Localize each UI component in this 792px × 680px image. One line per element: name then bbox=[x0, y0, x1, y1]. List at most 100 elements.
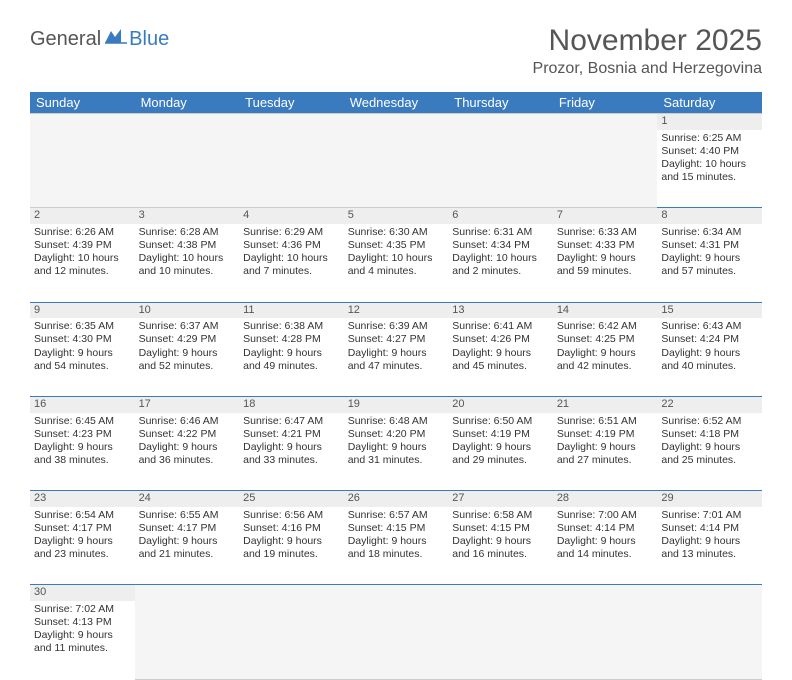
location-subtitle: Prozor, Bosnia and Herzegovina bbox=[533, 60, 762, 78]
sunrise-text: Sunrise: 6:56 AM bbox=[243, 509, 340, 522]
sunset-text: Sunset: 4:24 PM bbox=[661, 333, 758, 346]
day-number: 4 bbox=[239, 208, 344, 224]
sunset-text: Sunset: 4:19 PM bbox=[452, 428, 549, 441]
empty-cell bbox=[135, 601, 240, 679]
empty-cell bbox=[448, 585, 553, 601]
daylight-text: Daylight: 9 hours and 54 minutes. bbox=[34, 347, 131, 373]
empty-cell bbox=[657, 585, 762, 601]
sunrise-text: Sunrise: 6:33 AM bbox=[557, 226, 654, 239]
daylight-text: Daylight: 9 hours and 38 minutes. bbox=[34, 441, 131, 467]
sunset-text: Sunset: 4:29 PM bbox=[139, 333, 236, 346]
sunrise-text: Sunrise: 6:52 AM bbox=[661, 415, 758, 428]
sunrise-text: Sunrise: 6:45 AM bbox=[34, 415, 131, 428]
sunrise-text: Sunrise: 6:25 AM bbox=[661, 132, 758, 145]
sunrise-text: Sunrise: 6:39 AM bbox=[348, 320, 445, 333]
day-content-row: Sunrise: 6:26 AMSunset: 4:39 PMDaylight:… bbox=[30, 224, 762, 302]
sunrise-text: Sunrise: 6:46 AM bbox=[139, 415, 236, 428]
sunrise-text: Sunrise: 6:34 AM bbox=[661, 226, 758, 239]
day-cell: Sunrise: 6:25 AMSunset: 4:40 PMDaylight:… bbox=[657, 130, 762, 208]
daylight-text: Daylight: 9 hours and 29 minutes. bbox=[452, 441, 549, 467]
daylight-text: Daylight: 9 hours and 16 minutes. bbox=[452, 535, 549, 561]
daylight-text: Daylight: 9 hours and 36 minutes. bbox=[139, 441, 236, 467]
daylight-text: Daylight: 10 hours and 2 minutes. bbox=[452, 252, 549, 278]
sunset-text: Sunset: 4:38 PM bbox=[139, 239, 236, 252]
sunrise-text: Sunrise: 6:29 AM bbox=[243, 226, 340, 239]
daylight-text: Daylight: 9 hours and 18 minutes. bbox=[348, 535, 445, 561]
day-cell: Sunrise: 6:58 AMSunset: 4:15 PMDaylight:… bbox=[448, 507, 553, 585]
calendar-table: SundayMondayTuesdayWednesdayThursdayFrid… bbox=[30, 92, 762, 680]
day-cell: Sunrise: 7:00 AMSunset: 4:14 PMDaylight:… bbox=[553, 507, 658, 585]
sunset-text: Sunset: 4:39 PM bbox=[34, 239, 131, 252]
empty-cell bbox=[553, 585, 658, 601]
page-header: General Blue November 2025 Prozor, Bosni… bbox=[30, 24, 762, 78]
daylight-text: Daylight: 10 hours and 10 minutes. bbox=[139, 252, 236, 278]
day-cell: Sunrise: 6:52 AMSunset: 4:18 PMDaylight:… bbox=[657, 413, 762, 491]
day-number-row: 2345678 bbox=[30, 208, 762, 224]
empty-cell bbox=[344, 585, 449, 601]
daylight-text: Daylight: 10 hours and 7 minutes. bbox=[243, 252, 340, 278]
sunset-text: Sunset: 4:30 PM bbox=[34, 333, 131, 346]
day-cell: Sunrise: 6:35 AMSunset: 4:30 PMDaylight:… bbox=[30, 318, 135, 396]
sunrise-text: Sunrise: 6:54 AM bbox=[34, 509, 131, 522]
day-cell: Sunrise: 6:42 AMSunset: 4:25 PMDaylight:… bbox=[553, 318, 658, 396]
day-number: 6 bbox=[448, 208, 553, 224]
day-cell: Sunrise: 6:28 AMSunset: 4:38 PMDaylight:… bbox=[135, 224, 240, 302]
sunset-text: Sunset: 4:25 PM bbox=[557, 333, 654, 346]
daylight-text: Daylight: 9 hours and 40 minutes. bbox=[661, 347, 758, 373]
sunset-text: Sunset: 4:31 PM bbox=[661, 239, 758, 252]
empty-cell bbox=[448, 601, 553, 679]
sunset-text: Sunset: 4:15 PM bbox=[348, 522, 445, 535]
empty-cell bbox=[135, 585, 240, 601]
empty-cell bbox=[135, 114, 240, 130]
daylight-text: Daylight: 9 hours and 57 minutes. bbox=[661, 252, 758, 278]
sunset-text: Sunset: 4:35 PM bbox=[348, 239, 445, 252]
day-number: 17 bbox=[135, 396, 240, 412]
sunset-text: Sunset: 4:18 PM bbox=[661, 428, 758, 441]
weekday-header: Tuesday bbox=[239, 92, 344, 114]
day-cell: Sunrise: 6:57 AMSunset: 4:15 PMDaylight:… bbox=[344, 507, 449, 585]
day-cell: Sunrise: 6:30 AMSunset: 4:35 PMDaylight:… bbox=[344, 224, 449, 302]
sunset-text: Sunset: 4:13 PM bbox=[34, 616, 131, 629]
daylight-text: Daylight: 9 hours and 52 minutes. bbox=[139, 347, 236, 373]
day-number: 23 bbox=[30, 491, 135, 507]
empty-cell bbox=[553, 130, 658, 208]
day-cell: Sunrise: 6:26 AMSunset: 4:39 PMDaylight:… bbox=[30, 224, 135, 302]
day-number: 1 bbox=[657, 114, 762, 130]
day-number: 16 bbox=[30, 396, 135, 412]
sunrise-text: Sunrise: 6:31 AM bbox=[452, 226, 549, 239]
title-block: November 2025 Prozor, Bosnia and Herzego… bbox=[533, 24, 762, 78]
sunrise-text: Sunrise: 6:58 AM bbox=[452, 509, 549, 522]
day-number: 5 bbox=[344, 208, 449, 224]
sunrise-text: Sunrise: 6:47 AM bbox=[243, 415, 340, 428]
sunrise-text: Sunrise: 6:37 AM bbox=[139, 320, 236, 333]
empty-cell bbox=[30, 114, 135, 130]
day-number: 29 bbox=[657, 491, 762, 507]
empty-cell bbox=[553, 601, 658, 679]
month-title: November 2025 bbox=[533, 24, 762, 58]
sunrise-text: Sunrise: 6:55 AM bbox=[139, 509, 236, 522]
logo-text-general: General bbox=[30, 28, 101, 51]
day-number: 13 bbox=[448, 302, 553, 318]
day-number: 25 bbox=[239, 491, 344, 507]
daylight-text: Daylight: 9 hours and 14 minutes. bbox=[557, 535, 654, 561]
day-cell: Sunrise: 6:50 AMSunset: 4:19 PMDaylight:… bbox=[448, 413, 553, 491]
sunset-text: Sunset: 4:23 PM bbox=[34, 428, 131, 441]
day-number: 15 bbox=[657, 302, 762, 318]
sunset-text: Sunset: 4:21 PM bbox=[243, 428, 340, 441]
daylight-text: Daylight: 9 hours and 33 minutes. bbox=[243, 441, 340, 467]
empty-cell bbox=[239, 114, 344, 130]
day-cell: Sunrise: 6:46 AMSunset: 4:22 PMDaylight:… bbox=[135, 413, 240, 491]
day-cell: Sunrise: 6:41 AMSunset: 4:26 PMDaylight:… bbox=[448, 318, 553, 396]
daylight-text: Daylight: 9 hours and 23 minutes. bbox=[34, 535, 131, 561]
daylight-text: Daylight: 10 hours and 12 minutes. bbox=[34, 252, 131, 278]
logo-text-blue: Blue bbox=[129, 28, 169, 51]
sunrise-text: Sunrise: 6:30 AM bbox=[348, 226, 445, 239]
empty-cell bbox=[344, 130, 449, 208]
day-number: 18 bbox=[239, 396, 344, 412]
day-cell: Sunrise: 7:02 AMSunset: 4:13 PMDaylight:… bbox=[30, 601, 135, 679]
day-cell: Sunrise: 7:01 AMSunset: 4:14 PMDaylight:… bbox=[657, 507, 762, 585]
sunrise-text: Sunrise: 6:38 AM bbox=[243, 320, 340, 333]
day-cell: Sunrise: 6:31 AMSunset: 4:34 PMDaylight:… bbox=[448, 224, 553, 302]
daylight-text: Daylight: 9 hours and 25 minutes. bbox=[661, 441, 758, 467]
day-cell: Sunrise: 6:51 AMSunset: 4:19 PMDaylight:… bbox=[553, 413, 658, 491]
